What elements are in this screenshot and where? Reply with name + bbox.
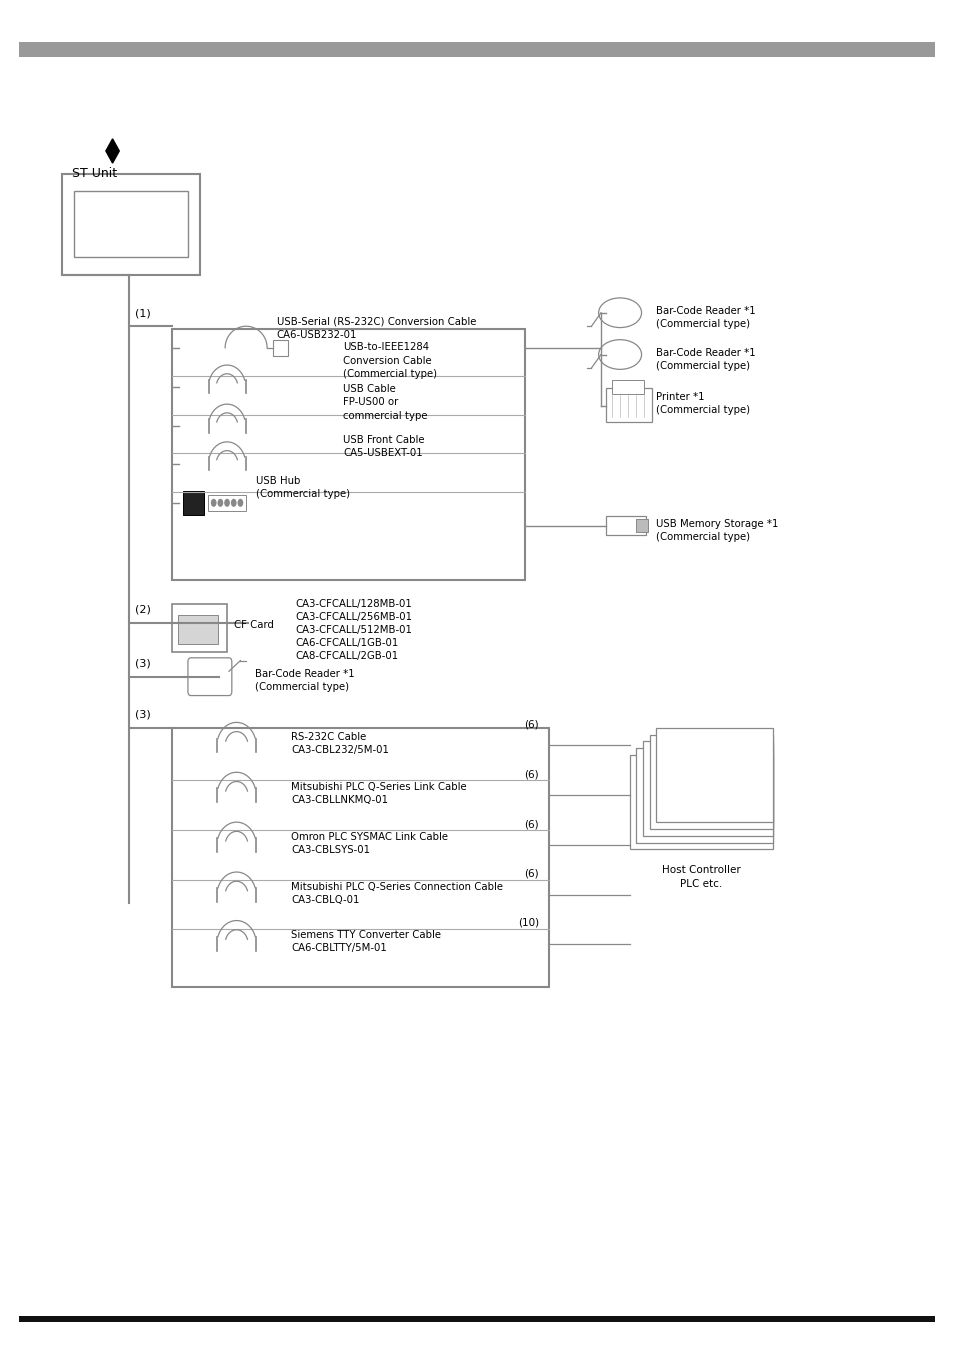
Text: Siemens TTY Converter Cable
CA6-CBLTTY/5M-01: Siemens TTY Converter Cable CA6-CBLTTY/5… [291, 930, 440, 953]
Bar [636, 519, 647, 532]
Text: USB Front Cable
CA5-USBEXT-01: USB Front Cable CA5-USBEXT-01 [343, 435, 424, 458]
Bar [172, 728, 548, 987]
Bar [74, 191, 188, 257]
Bar [19, 42, 934, 57]
Bar [629, 755, 772, 849]
Bar [62, 174, 200, 275]
Text: CA3-CFCALL/128MB-01
CA3-CFCALL/256MB-01
CA3-CFCALL/512MB-01
CA6-CFCALL/1GB-01
CA: CA3-CFCALL/128MB-01 CA3-CFCALL/256MB-01 … [295, 599, 413, 662]
Text: Omron PLC SYSMAC Link Cable
CA3-CBLSYS-01: Omron PLC SYSMAC Link Cable CA3-CBLSYS-0… [291, 832, 448, 855]
Text: (3): (3) [134, 659, 151, 669]
Text: (6): (6) [524, 869, 538, 879]
Polygon shape [106, 139, 119, 163]
Text: USB-Serial (RS-232C) Conversion Cable
CA6-USB232-01: USB-Serial (RS-232C) Conversion Cable CA… [276, 317, 476, 340]
FancyBboxPatch shape [188, 658, 232, 696]
Bar [649, 735, 772, 829]
Text: (1): (1) [134, 309, 151, 318]
Text: Mitsubishi PLC Q-Series Connection Cable
CA3-CBLQ-01: Mitsubishi PLC Q-Series Connection Cable… [291, 882, 502, 905]
Text: Mitsubishi PLC Q-Series Link Cable
CA3-CBLLNKMQ-01: Mitsubishi PLC Q-Series Link Cable CA3-C… [291, 782, 466, 805]
Bar [605, 388, 651, 422]
Text: Bar-Code Reader *1
(Commercial type): Bar-Code Reader *1 (Commercial type) [656, 348, 755, 371]
Text: (10): (10) [517, 918, 538, 927]
Circle shape [237, 499, 243, 507]
Text: Host Controller
PLC etc.: Host Controller PLC etc. [661, 865, 740, 888]
Ellipse shape [598, 298, 641, 328]
Text: USB Memory Storage *1
(Commercial type): USB Memory Storage *1 (Commercial type) [656, 519, 778, 542]
Circle shape [231, 499, 236, 507]
Text: USB Cable
FP-US00 or
commercial type: USB Cable FP-US00 or commercial type [343, 384, 428, 421]
Bar [208, 495, 246, 511]
Text: (3): (3) [134, 710, 151, 720]
Bar [19, 1316, 934, 1322]
Circle shape [211, 499, 216, 507]
Text: RS-232C Cable
CA3-CBL232/5M-01: RS-232C Cable CA3-CBL232/5M-01 [291, 732, 389, 755]
Text: (2): (2) [134, 605, 151, 615]
Text: CF Card: CF Card [233, 620, 274, 631]
Bar [178, 615, 218, 644]
Text: (6): (6) [524, 820, 538, 829]
Bar [172, 604, 227, 652]
Text: Bar-Code Reader *1
(Commercial type): Bar-Code Reader *1 (Commercial type) [254, 669, 354, 692]
Bar [642, 741, 772, 836]
Text: (6): (6) [524, 720, 538, 729]
Bar [183, 491, 204, 515]
Circle shape [217, 499, 223, 507]
Text: ST Unit: ST Unit [71, 167, 116, 181]
Text: (6): (6) [524, 770, 538, 779]
Ellipse shape [598, 340, 641, 369]
Bar [605, 516, 645, 535]
Text: Bar-Code Reader *1
(Commercial type): Bar-Code Reader *1 (Commercial type) [656, 306, 755, 329]
Text: USB-to-IEEE1284
Conversion Cable
(Commercial type): USB-to-IEEE1284 Conversion Cable (Commer… [343, 342, 437, 379]
Bar [636, 748, 772, 842]
Bar [612, 380, 643, 394]
Text: USB Hub
(Commercial type): USB Hub (Commercial type) [255, 476, 350, 499]
Bar [273, 340, 288, 356]
Bar [172, 329, 524, 580]
Circle shape [224, 499, 230, 507]
Bar [656, 728, 772, 822]
Text: Printer *1
(Commercial type): Printer *1 (Commercial type) [656, 392, 750, 415]
